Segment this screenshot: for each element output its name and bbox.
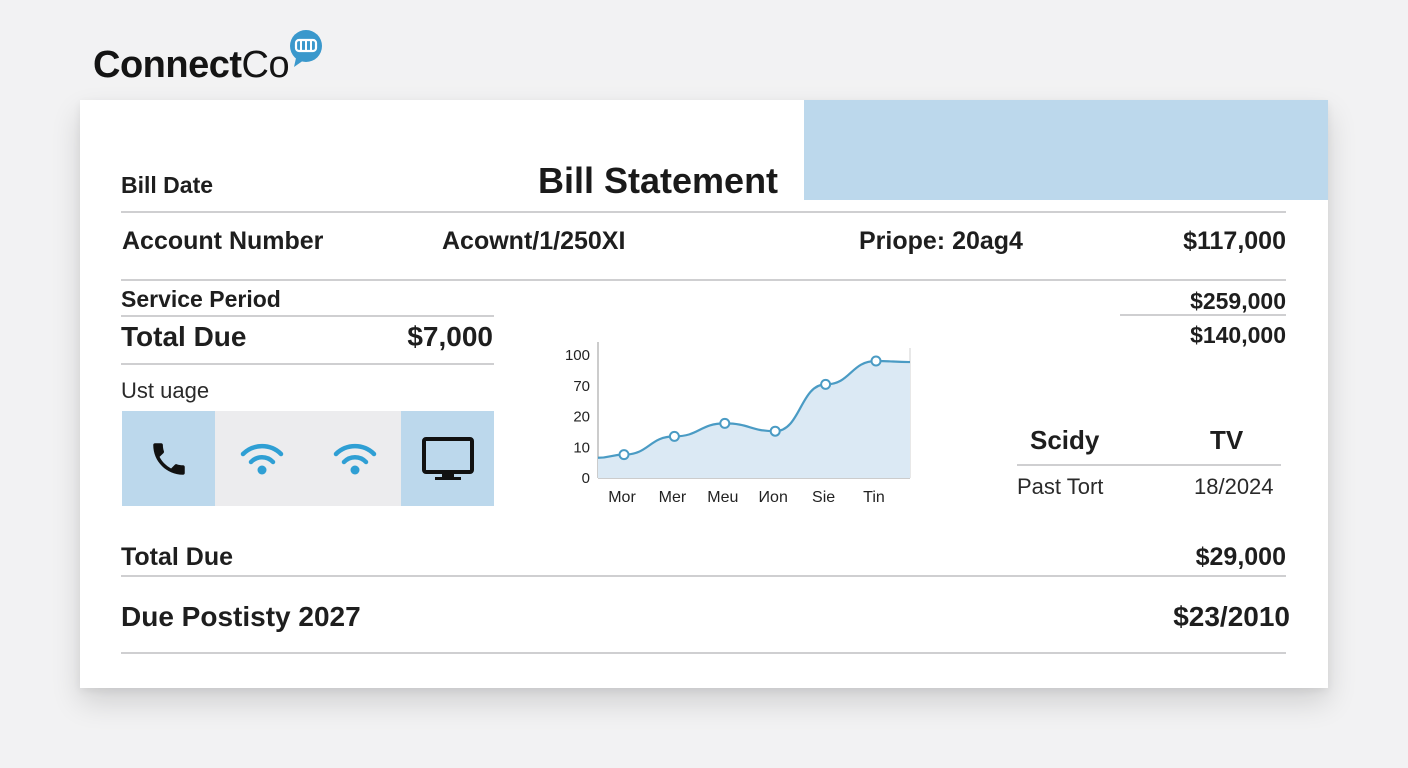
brand-logo: ConnectCo xyxy=(93,44,290,86)
usage-tiles xyxy=(122,411,494,506)
chart-x-tick-label: Sie xyxy=(812,489,835,506)
chart-area xyxy=(598,361,910,478)
due-line-label: Due Postisty 2027 xyxy=(121,601,361,632)
service-period-label: Service Period xyxy=(121,286,281,312)
divider xyxy=(121,363,494,365)
divider xyxy=(1120,314,1286,316)
chart-point xyxy=(769,425,781,437)
chart-series-line xyxy=(597,359,911,459)
page-title: Bill Statement xyxy=(538,160,779,201)
bill-date-label: Bill Date xyxy=(121,172,214,198)
service-amount-2: $140,000 xyxy=(1190,322,1286,348)
usage-label: Ust uage xyxy=(121,378,210,403)
chart-x-tick-label: Mer xyxy=(659,489,687,506)
account-number-label: Account Number xyxy=(122,227,324,255)
chart-y-tick-label: 100 xyxy=(565,347,590,364)
chart-point xyxy=(719,417,731,429)
usage-tile-phone[interactable] xyxy=(122,411,215,506)
divider xyxy=(121,211,1286,213)
divider xyxy=(121,575,1286,577)
chart-x-tick-label: Tin xyxy=(863,489,885,506)
chart-point xyxy=(618,449,630,461)
total-due-amount: $7,000 xyxy=(407,321,493,352)
divider xyxy=(121,315,494,317)
divider xyxy=(121,279,1286,281)
total-due-label: Total Due xyxy=(121,321,247,352)
account-amount: $117,000 xyxy=(1183,227,1286,255)
total-due-bottom-amount: $29,000 xyxy=(1195,543,1286,571)
usage-tile-wifi[interactable] xyxy=(215,411,308,506)
service-amount-1: $259,000 xyxy=(1190,288,1286,314)
account-number-value: Acownt/1/250XI xyxy=(442,227,626,255)
chart-point xyxy=(820,378,832,390)
chart-x-tick-label: Meu xyxy=(707,489,738,506)
chart-x-tick-label: Иon xyxy=(759,489,788,506)
wifi-icon xyxy=(333,443,376,474)
due-line-amount: $23/2010 xyxy=(1173,601,1290,632)
header-band xyxy=(804,100,1328,200)
side-table-cell-1: Past Tort xyxy=(1017,474,1104,499)
chat-bubble-icon xyxy=(290,30,322,67)
wifi-icon xyxy=(240,443,283,474)
side-table-cell-2: 18/2024 xyxy=(1194,474,1274,499)
chart-x-tick-label: Mor xyxy=(608,489,636,506)
side-table-header-1: Scidy xyxy=(1030,425,1100,455)
chart-point xyxy=(870,355,882,367)
tv-icon xyxy=(421,436,474,480)
divider xyxy=(121,652,1286,654)
chart-y-tick-label: 20 xyxy=(573,409,590,426)
priope-value: Priope: 20ag4 xyxy=(859,227,1023,255)
total-due-bottom-label: Total Due xyxy=(121,543,234,571)
side-table-header-2: TV xyxy=(1210,425,1244,455)
usage-tile-tv[interactable] xyxy=(401,411,494,506)
chart-y-tick-label: 10 xyxy=(573,439,590,456)
bill-card: Bill Date Bill Statement Account Number … xyxy=(80,100,1328,688)
usage-tile-wifi[interactable] xyxy=(308,411,401,506)
chart-point xyxy=(668,430,680,442)
chart-y-tick-label: 70 xyxy=(573,378,590,395)
phone-icon xyxy=(152,442,185,475)
chart-y-tick-label: 0 xyxy=(582,470,590,487)
divider xyxy=(1017,464,1281,466)
